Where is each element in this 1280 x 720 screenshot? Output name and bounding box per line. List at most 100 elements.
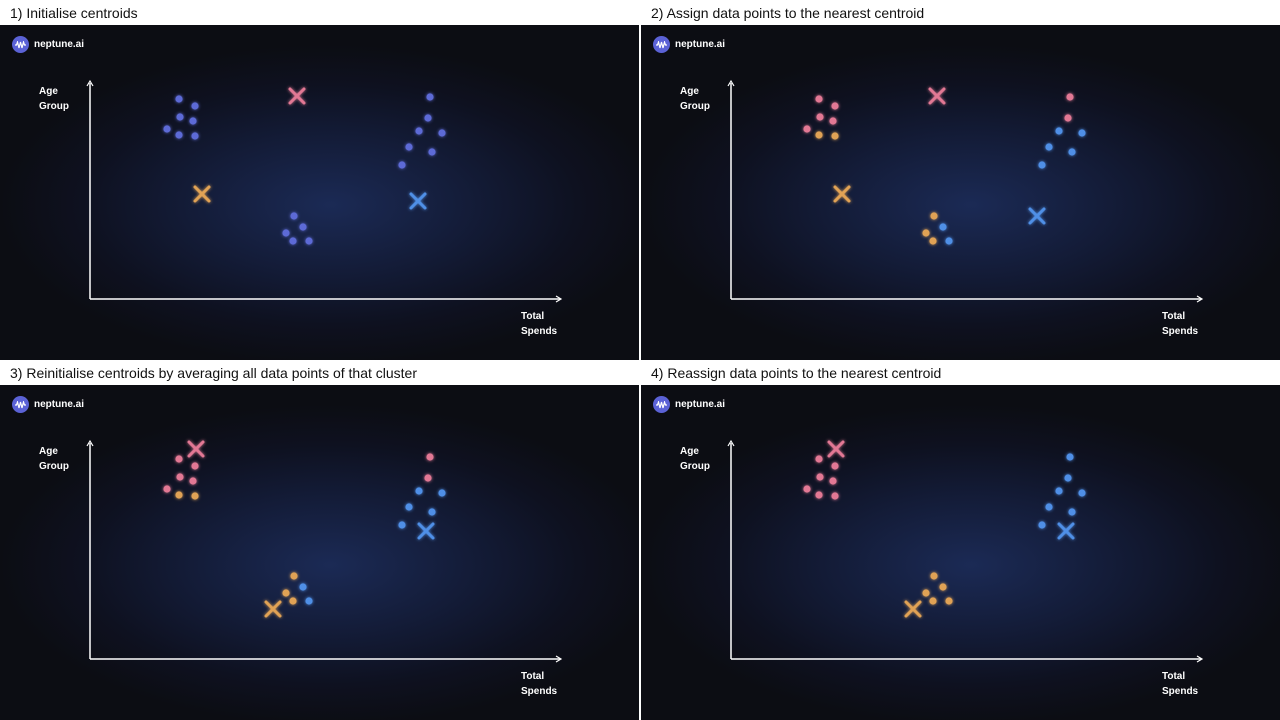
- brand-name: neptune.ai: [675, 39, 726, 50]
- data-point: [305, 597, 313, 605]
- x-axis-label: Total Spends: [521, 671, 558, 697]
- x-axis: [90, 655, 563, 663]
- data-point: [290, 212, 298, 220]
- centroid-marker: [409, 192, 427, 210]
- neptune-wave-icon: [653, 396, 670, 413]
- data-point: [1038, 521, 1046, 529]
- data-point: [815, 491, 823, 499]
- data-point: [191, 132, 199, 140]
- data-point: [405, 143, 413, 151]
- centroid-marker: [833, 185, 851, 203]
- data-point: [815, 455, 823, 463]
- data-point: [816, 473, 824, 481]
- data-point: [305, 237, 313, 245]
- data-point: [405, 503, 413, 511]
- panel-caption: 1) Initialise centroids: [10, 5, 138, 21]
- data-point: [398, 521, 406, 529]
- centroid-marker: [904, 600, 922, 618]
- data-point: [803, 125, 811, 133]
- data-point: [803, 485, 811, 493]
- data-point: [163, 125, 171, 133]
- data-point: [175, 131, 183, 139]
- data-point: [922, 229, 930, 237]
- plot-canvas: neptune.ai Age Group Total Spends: [0, 385, 639, 720]
- data-point: [176, 473, 184, 481]
- data-point: [929, 237, 937, 245]
- data-point: [191, 102, 199, 110]
- centroid-marker: [264, 600, 282, 618]
- neptune-wave-icon: [12, 36, 29, 53]
- data-point: [415, 127, 423, 135]
- data-point: [939, 223, 947, 231]
- data-point: [831, 102, 839, 110]
- data-point: [945, 597, 953, 605]
- data-point: [1045, 143, 1053, 151]
- data-point: [1055, 127, 1063, 135]
- brand-logo: neptune.ai: [653, 36, 725, 53]
- x-axis: [731, 655, 1204, 663]
- data-point: [426, 453, 434, 461]
- data-point: [1066, 93, 1074, 101]
- centroid-marker: [928, 87, 946, 105]
- data-point: [816, 113, 824, 121]
- data-point: [1066, 453, 1074, 461]
- brand-logo: neptune.ai: [12, 36, 84, 53]
- panel-reinitialise: 3) Reinitialise centroids by averaging a…: [0, 360, 639, 720]
- brand-logo: neptune.ai: [12, 396, 84, 413]
- y-axis-label: Age Group: [680, 446, 710, 472]
- data-point: [1078, 129, 1086, 137]
- y-axis: [86, 79, 94, 299]
- data-point: [426, 93, 434, 101]
- y-axis-label: Age Group: [39, 446, 69, 472]
- panel-initialise: 1) Initialise centroids neptune.ai Age Gr…: [0, 0, 639, 360]
- data-point: [929, 597, 937, 605]
- scatter-plot: [727, 439, 1204, 663]
- data-point: [815, 95, 823, 103]
- y-axis-label: Age Group: [680, 86, 710, 112]
- centroid-marker: [827, 440, 845, 458]
- data-point: [299, 583, 307, 591]
- data-point: [191, 462, 199, 470]
- data-point: [1078, 489, 1086, 497]
- brand-name: neptune.ai: [34, 399, 85, 410]
- panel-caption: 4) Reassign data points to the nearest c…: [651, 365, 942, 381]
- data-point: [831, 462, 839, 470]
- data-point: [175, 95, 183, 103]
- data-point: [163, 485, 171, 493]
- data-point: [415, 487, 423, 495]
- y-axis: [727, 79, 735, 299]
- neptune-wave-icon: [12, 396, 29, 413]
- x-axis: [731, 295, 1204, 303]
- x-axis-label: Total Spends: [1162, 311, 1199, 337]
- plot-canvas: neptune.ai Age Group Total Spends: [641, 25, 1280, 360]
- data-point: [398, 161, 406, 169]
- data-point: [299, 223, 307, 231]
- x-axis-label: Total Spends: [521, 311, 558, 337]
- y-axis-label: Age Group: [39, 86, 69, 112]
- panel-caption: 3) Reinitialise centroids by averaging a…: [10, 365, 417, 381]
- data-point: [831, 492, 839, 500]
- plot-canvas: neptune.ai Age Group Total Spends: [0, 25, 639, 360]
- data-point: [829, 477, 837, 485]
- data-point: [175, 491, 183, 499]
- centroid-marker: [288, 87, 306, 105]
- data-point: [290, 572, 298, 580]
- y-axis: [86, 439, 94, 659]
- scatter-plot: [86, 439, 563, 663]
- data-point: [424, 114, 432, 122]
- centroid-marker: [1057, 522, 1075, 540]
- centroid-marker: [1028, 207, 1046, 225]
- scatter-plot: [86, 79, 563, 303]
- data-point: [1064, 114, 1072, 122]
- data-point: [191, 492, 199, 500]
- brand-name: neptune.ai: [675, 399, 726, 410]
- brand-logo: neptune.ai: [653, 396, 725, 413]
- data-point: [424, 474, 432, 482]
- data-point: [815, 131, 823, 139]
- panel-assign: 2) Assign data points to the nearest cen…: [641, 0, 1280, 360]
- data-point: [189, 117, 197, 125]
- centroid-marker: [193, 185, 211, 203]
- data-point: [930, 212, 938, 220]
- data-point: [939, 583, 947, 591]
- centroid-marker: [187, 440, 205, 458]
